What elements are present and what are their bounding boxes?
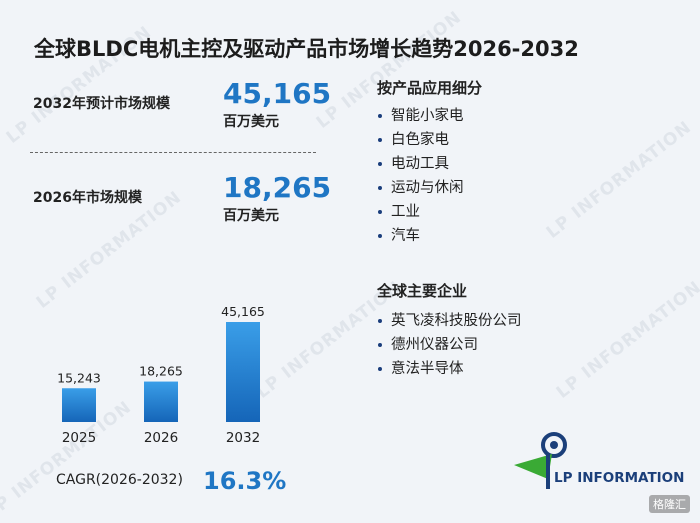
list-item: 白色家电	[377, 128, 464, 152]
list-item: 电动工具	[377, 152, 464, 176]
kpi-label: 2026年市场规模	[33, 190, 142, 206]
kpi-unit: 百万美元	[223, 114, 279, 130]
kpi-value: 45,165	[223, 77, 332, 110]
bar-2032	[226, 322, 260, 422]
x-tick-label: 2032	[226, 430, 260, 446]
logo-icon	[514, 432, 567, 489]
list-item: 智能小家电	[377, 104, 464, 128]
bar-data-label: 15,243	[57, 370, 101, 385]
kpi-unit: 百万美元	[223, 208, 279, 224]
kpi-value: 18,265	[223, 171, 332, 204]
list-item: 德州仪器公司	[377, 333, 522, 357]
page-title: 全球BLDC电机主控及驱动产品市场增长趋势2026-2032	[34, 37, 579, 61]
list-item: 意法半导体	[377, 357, 522, 381]
list-item: 运动与休闲	[377, 176, 464, 200]
segments-list: 智能小家电 白色家电 电动工具 运动与休闲 工业 汽车	[377, 104, 464, 248]
list-item: 汽车	[377, 224, 464, 248]
divider	[30, 152, 316, 153]
companies-list: 英飞凌科技股份公司 德州仪器公司 意法半导体	[377, 309, 522, 381]
list-item: 工业	[377, 200, 464, 224]
companies-heading: 全球主要企业	[377, 282, 468, 300]
x-tick-label: 2025	[62, 430, 96, 446]
logo: LP INFORMATION	[508, 427, 684, 497]
bar-data-label: 45,165	[221, 304, 265, 319]
corner-badge: 格隆汇	[649, 495, 690, 513]
logo-text: LP INFORMATION	[554, 470, 685, 486]
cagr-label: CAGR(2026-2032)	[56, 472, 183, 488]
bar-2026	[144, 381, 178, 422]
cagr-value: 16.3%	[203, 467, 287, 495]
kpi-label: 2032年预计市场规模	[33, 96, 170, 112]
x-tick-label: 2026	[144, 430, 178, 446]
bar-2025	[62, 388, 96, 422]
bar-data-label: 18,265	[139, 364, 183, 379]
segments-heading: 按产品应用细分	[377, 79, 483, 97]
list-item: 英飞凌科技股份公司	[377, 309, 522, 333]
